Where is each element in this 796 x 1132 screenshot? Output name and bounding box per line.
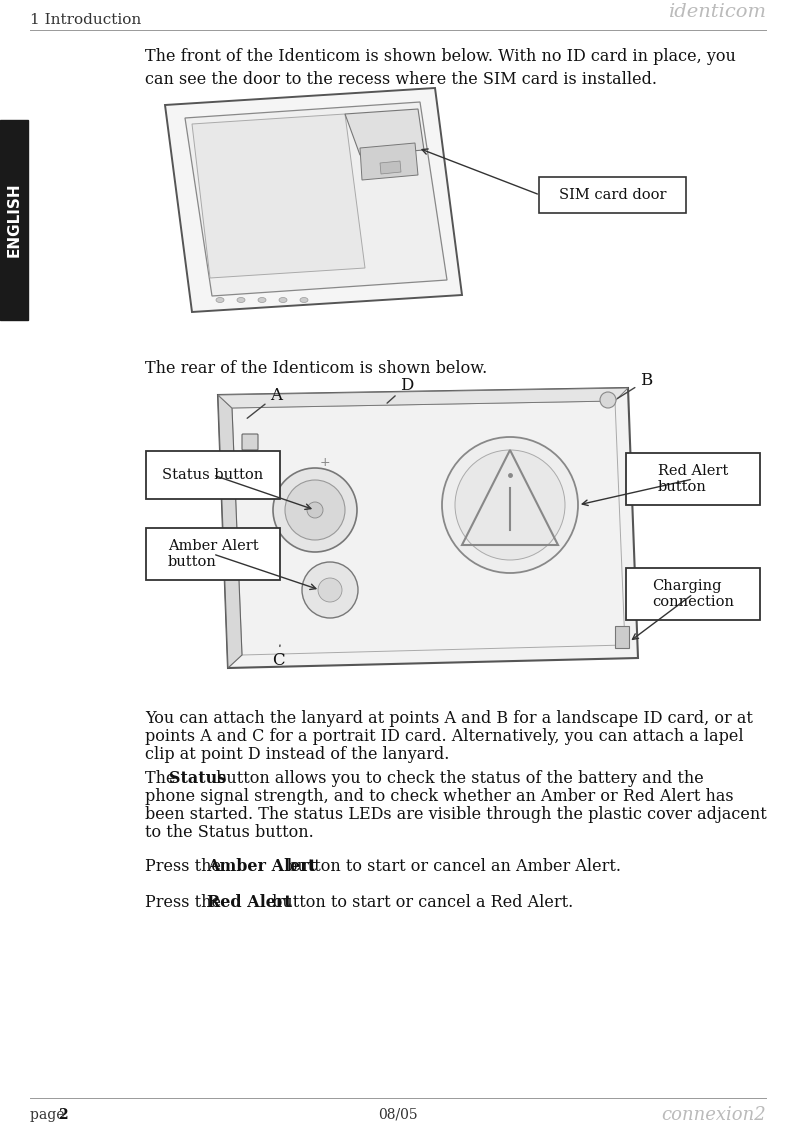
Polygon shape	[360, 143, 418, 180]
Ellipse shape	[258, 298, 266, 302]
Bar	[615, 626, 629, 648]
Polygon shape	[185, 102, 447, 295]
Text: to the Status button.: to the Status button.	[145, 824, 314, 841]
Bar	[0, 120, 28, 320]
Circle shape	[318, 578, 342, 602]
Text: +: +	[320, 456, 330, 470]
Text: page: page	[30, 1108, 69, 1122]
Text: connexion2: connexion2	[661, 1106, 766, 1124]
Ellipse shape	[216, 298, 224, 302]
FancyBboxPatch shape	[626, 568, 760, 620]
Text: Press the: Press the	[145, 894, 226, 911]
Text: identicom: identicom	[668, 3, 766, 22]
Text: Amber Alert: Amber Alert	[207, 858, 316, 875]
FancyBboxPatch shape	[242, 434, 258, 451]
Text: Status button: Status button	[162, 468, 263, 482]
Polygon shape	[218, 395, 242, 668]
Polygon shape	[218, 388, 638, 668]
Text: A: A	[248, 387, 282, 419]
Text: The rear of the Identicom is shown below.: The rear of the Identicom is shown below…	[145, 360, 487, 377]
Text: clip at point D instead of the lanyard.: clip at point D instead of the lanyard.	[145, 746, 450, 763]
Text: button allows you to check the status of the battery and the: button allows you to check the status of…	[211, 770, 704, 787]
FancyBboxPatch shape	[146, 451, 280, 499]
Text: Red Alert: Red Alert	[207, 894, 292, 911]
Ellipse shape	[300, 298, 308, 302]
Text: phone signal strength, and to check whether an Amber or Red Alert has: phone signal strength, and to check whet…	[145, 788, 734, 805]
Circle shape	[302, 561, 358, 618]
Text: C: C	[272, 645, 285, 669]
Circle shape	[442, 437, 578, 573]
Text: D: D	[387, 377, 413, 403]
Text: Red Alert
button: Red Alert button	[657, 464, 728, 494]
Text: 2: 2	[58, 1108, 68, 1122]
Text: ENGLISH: ENGLISH	[6, 182, 21, 257]
Text: points A and C for a portrait ID card. Alternatively, you can attach a lapel: points A and C for a portrait ID card. A…	[145, 728, 743, 745]
Ellipse shape	[279, 298, 287, 302]
Circle shape	[307, 501, 323, 518]
FancyBboxPatch shape	[539, 177, 686, 213]
Text: The front of the Identicom is shown below. With no ID card in place, you
can see: The front of the Identicom is shown belo…	[145, 48, 736, 88]
Polygon shape	[380, 161, 401, 174]
Text: Status: Status	[169, 770, 226, 787]
Text: 08/05: 08/05	[378, 1108, 418, 1122]
Circle shape	[273, 468, 357, 552]
Text: SIM card door: SIM card door	[559, 188, 666, 201]
Text: The: The	[145, 770, 181, 787]
Text: Amber Alert
button: Amber Alert button	[168, 539, 259, 569]
Text: Charging
connection: Charging connection	[652, 578, 734, 609]
Text: been started. The status LEDs are visible through the plastic cover adjacent: been started. The status LEDs are visibl…	[145, 806, 767, 823]
Circle shape	[285, 480, 345, 540]
Text: button to start or cancel an Amber Alert.: button to start or cancel an Amber Alert…	[282, 858, 621, 875]
Circle shape	[600, 392, 616, 408]
Text: B: B	[618, 372, 652, 398]
Text: 1 Introduction: 1 Introduction	[30, 12, 141, 27]
FancyBboxPatch shape	[146, 528, 280, 580]
Polygon shape	[218, 388, 628, 408]
Polygon shape	[192, 114, 365, 278]
Text: Press the: Press the	[145, 858, 226, 875]
Polygon shape	[345, 109, 424, 155]
Text: You can attach the lanyard at points A and B for a landscape ID card, or at: You can attach the lanyard at points A a…	[145, 710, 753, 727]
Circle shape	[455, 451, 565, 560]
Text: button to start or cancel a Red Alert.: button to start or cancel a Red Alert.	[267, 894, 573, 911]
Polygon shape	[165, 88, 462, 312]
Ellipse shape	[237, 298, 245, 302]
FancyBboxPatch shape	[626, 453, 760, 505]
